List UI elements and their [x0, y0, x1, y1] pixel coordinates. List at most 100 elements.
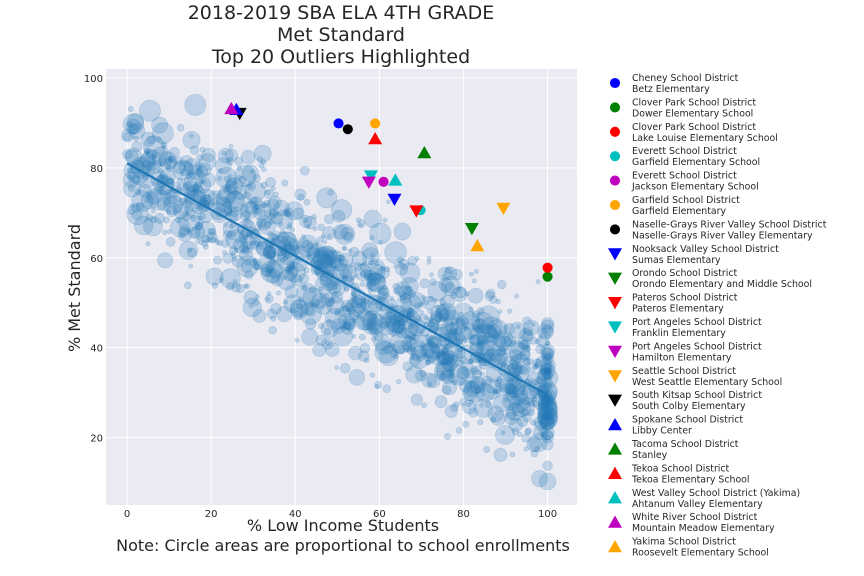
school-bubble: [537, 383, 558, 403]
school-bubble: [228, 144, 234, 149]
school-bubble: [362, 317, 379, 335]
school-bubble: [545, 399, 551, 405]
school-bubble: [236, 174, 243, 181]
school-bubble: [541, 317, 554, 330]
school-bubble: [391, 327, 398, 334]
school-bubble: [498, 344, 506, 352]
school-bubble: [330, 265, 337, 272]
y-tick-label: 20: [90, 434, 103, 445]
school-bubble: [496, 346, 507, 357]
school-bubble: [495, 425, 516, 445]
school-bubble: [307, 251, 313, 257]
school-bubble: [207, 193, 213, 198]
school-bubble: [422, 341, 441, 360]
school-bubble: [477, 324, 485, 332]
school-bubble: [182, 131, 201, 149]
school-bubble: [519, 349, 531, 361]
school-bubble: [449, 357, 457, 365]
school-bubble: [139, 99, 161, 122]
school-bubble: [289, 264, 295, 270]
school-bubble: [441, 351, 447, 357]
school-bubble: [169, 217, 190, 238]
school-bubble: [503, 324, 509, 330]
school-bubble: [408, 323, 415, 330]
school-bubble: [224, 191, 246, 213]
outlier-marker: [363, 170, 378, 183]
school-bubble: [263, 199, 271, 207]
school-bubble: [476, 325, 499, 348]
school-bubble: [276, 305, 293, 323]
school-bubble: [362, 310, 383, 332]
school-bubble: [462, 420, 470, 428]
school-bubble: [390, 332, 396, 338]
school-bubble: [446, 363, 469, 386]
school-bubble: [249, 240, 260, 251]
school-bubble: [481, 375, 493, 387]
school-bubble: [492, 389, 499, 395]
school-bubble: [450, 374, 459, 383]
school-bubble: [282, 255, 289, 262]
school-bubble: [515, 382, 526, 393]
school-bubble: [241, 203, 249, 212]
school-bubble: [317, 236, 324, 243]
legend-marker: [609, 175, 621, 186]
school-bubble: [312, 250, 331, 270]
school-bubble: [540, 412, 555, 428]
school-bubble: [290, 300, 309, 319]
school-bubble: [266, 251, 276, 260]
school-bubble: [141, 149, 163, 171]
school-bubble: [351, 318, 357, 324]
school-bubble: [460, 322, 478, 340]
school-bubble: [249, 196, 263, 210]
school-bubble: [461, 336, 467, 341]
school-bubble: [226, 230, 237, 241]
school-bubble: [522, 330, 534, 342]
school-bubble: [244, 283, 251, 290]
school-bubble: [505, 383, 528, 406]
school-bubble: [543, 403, 552, 412]
school-bubble: [392, 319, 402, 329]
school-bubble: [195, 239, 201, 244]
school-bubble: [256, 226, 261, 232]
school-bubble: [453, 347, 466, 360]
school-bubble: [252, 257, 259, 264]
school-bubble: [534, 445, 540, 452]
school-bubble: [285, 210, 291, 217]
school-bubble: [488, 357, 494, 363]
outlier-marker: [368, 132, 383, 145]
school-bubble: [367, 272, 376, 282]
school-bubble: [424, 315, 429, 321]
school-bubble: [248, 303, 254, 309]
school-bubble: [453, 325, 473, 344]
school-bubble: [290, 244, 301, 255]
school-bubble: [178, 198, 185, 205]
school-bubble: [509, 349, 523, 363]
school-bubble: [474, 398, 494, 418]
school-bubble: [515, 354, 522, 361]
school-bubble: [269, 208, 275, 214]
school-bubble: [464, 380, 480, 397]
school-bubble: [370, 336, 377, 342]
school-bubble: [537, 368, 551, 382]
school-bubble: [232, 279, 238, 284]
school-bubble: [450, 353, 456, 359]
school-bubble: [404, 285, 410, 291]
school-bubble: [179, 171, 185, 177]
school-bubble: [463, 326, 469, 332]
school-bubble: [168, 196, 178, 205]
school-bubble: [122, 113, 145, 135]
school-bubble: [268, 269, 277, 278]
school-bubble: [123, 179, 141, 198]
school-bubble: [348, 309, 360, 321]
school-bubble: [315, 334, 327, 346]
school-bubble: [350, 308, 356, 314]
school-bubble: [218, 277, 224, 283]
school-bubble: [495, 298, 501, 305]
school-bubble: [139, 152, 156, 168]
school-bubble: [172, 161, 186, 174]
school-bubble: [265, 260, 284, 279]
school-bubble: [523, 319, 540, 336]
school-bubble: [434, 304, 440, 310]
school-bubble: [503, 347, 511, 356]
school-bubble: [448, 353, 454, 359]
